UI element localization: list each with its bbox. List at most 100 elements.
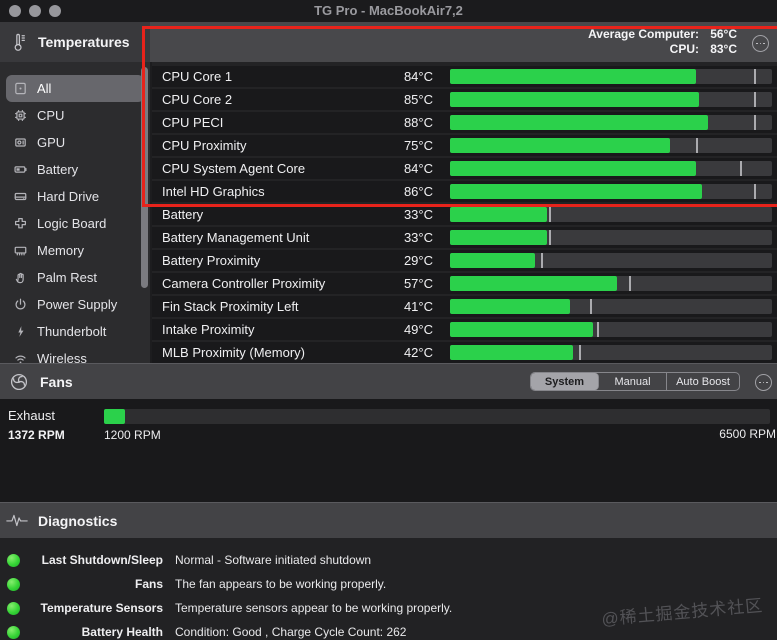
sensor-name: Fin Stack Proximity Left bbox=[162, 299, 299, 314]
temp-row-battery-management-unit: Battery Management Unit 33°C bbox=[152, 227, 777, 248]
sidebar-item-label: Wireless bbox=[37, 351, 87, 363]
sidebar-item-label: Palm Rest bbox=[37, 270, 97, 285]
fans-panel: Fans System Manual Auto Boost Exhaust 1372… bbox=[0, 363, 777, 502]
temperature-bar bbox=[450, 161, 772, 176]
fan-icon bbox=[8, 371, 30, 393]
fan-mode-control: System Manual Auto Boost bbox=[530, 372, 740, 391]
sidebar-item-label: Logic Board bbox=[37, 216, 107, 231]
fan-speed-bar[interactable] bbox=[104, 409, 770, 424]
sidebar-item-hard-drive[interactable]: Hard Drive bbox=[6, 183, 144, 210]
fan-current-rpm: 1372 RPM bbox=[8, 428, 65, 442]
status-ok-indicator bbox=[7, 601, 20, 615]
temperature-max-marker bbox=[754, 92, 757, 107]
fan-name: Exhaust bbox=[8, 408, 55, 423]
temperatures-menu-button[interactable] bbox=[752, 35, 769, 52]
diagnostic-label: Last Shutdown/Sleep bbox=[41, 553, 163, 567]
temperature-bar bbox=[450, 322, 772, 337]
sensor-name: CPU Core 1 bbox=[162, 69, 233, 84]
temperature-bar-fill bbox=[450, 299, 571, 314]
fan-mode-system[interactable]: System bbox=[531, 373, 599, 390]
sensor-temperature: 84°C bbox=[403, 69, 433, 84]
pulse-icon bbox=[6, 510, 28, 532]
temperature-max-marker bbox=[590, 299, 593, 314]
temp-row-battery: Battery 33°C bbox=[152, 204, 777, 225]
temperature-bar bbox=[450, 92, 772, 107]
sensor-temperature: 57°C bbox=[403, 276, 433, 291]
temp-row-intel-hd-graphics: Intel HD Graphics 86°C bbox=[152, 181, 777, 202]
sensor-name: Battery Management Unit bbox=[162, 230, 310, 245]
temperature-max-marker bbox=[578, 345, 581, 360]
temperature-bar-fill bbox=[450, 345, 573, 360]
fan-min-rpm: 1200 RPM bbox=[104, 428, 161, 442]
sidebar-scrollbar[interactable] bbox=[141, 67, 148, 288]
temperature-bar-fill bbox=[450, 69, 696, 84]
power-icon bbox=[12, 297, 28, 313]
fan-mode-manual[interactable]: Manual bbox=[599, 373, 667, 390]
status-ok-indicator bbox=[7, 625, 20, 639]
temperature-bar-fill bbox=[450, 276, 617, 291]
titlebar: TG Pro - MacBookAir7,2 bbox=[0, 0, 777, 22]
sidebar-item-palm-rest[interactable]: Palm Rest bbox=[6, 264, 144, 291]
sensor-name: Battery Proximity bbox=[162, 253, 261, 268]
temperature-bar bbox=[450, 276, 772, 291]
sensor-name: Camera Controller Proximity bbox=[162, 276, 326, 291]
diagnostic-row-fans: Fans The fan appears to be working proper… bbox=[0, 572, 777, 596]
sidebar-item-label: Hard Drive bbox=[37, 189, 100, 204]
temperature-bar bbox=[450, 230, 772, 245]
sensor-name: CPU System Agent Core bbox=[162, 161, 306, 176]
thunderbolt-icon bbox=[12, 324, 28, 340]
sidebar-item-label: Thunderbolt bbox=[37, 324, 107, 339]
temperatures-header: Temperatures Average Computer: 56°C CPU: 8… bbox=[0, 22, 777, 62]
sidebar-item-memory[interactable]: Memory bbox=[6, 237, 144, 264]
sidebar-item-label: All bbox=[37, 81, 52, 96]
sensor-temperature: 85°C bbox=[403, 92, 433, 107]
battery-icon bbox=[12, 162, 28, 178]
temperature-max-marker bbox=[754, 184, 757, 199]
hard-drive-icon bbox=[12, 189, 28, 205]
sidebar-item-gpu[interactable]: GPU bbox=[6, 129, 144, 156]
temp-row-cpu-core-1: CPU Core 1 84°C bbox=[152, 66, 777, 87]
sidebar-item-battery[interactable]: Battery bbox=[6, 156, 144, 183]
temp-row-camera-controller-proximity: Camera Controller Proximity 57°C bbox=[152, 273, 777, 294]
fan-speed-fill bbox=[104, 409, 126, 424]
temperatures-panel: Temperatures Average Computer: 56°C CPU: 8… bbox=[0, 22, 777, 363]
temperature-max-marker bbox=[754, 69, 757, 84]
sidebar-item-logic-board[interactable]: Logic Board bbox=[6, 210, 144, 237]
list-badge-icon bbox=[12, 81, 28, 97]
sensor-sidebar: All CPU GPU Battery Hard Drive Logic Board Mem… bbox=[0, 62, 150, 363]
sensor-temperature: 33°C bbox=[403, 207, 433, 222]
temperature-bar-fill bbox=[450, 92, 699, 107]
minimize-button[interactable] bbox=[29, 5, 41, 17]
fan-mode-auto-boost[interactable]: Auto Boost bbox=[676, 375, 730, 388]
sensor-name: CPU Core 2 bbox=[162, 92, 233, 107]
sidebar-item-power-supply[interactable]: Power Supply bbox=[6, 291, 144, 318]
logic-board-icon bbox=[12, 216, 28, 232]
diagnostic-value: Condition: Good , Charge Cycle Count: 26… bbox=[175, 625, 407, 639]
diagnostic-label: Battery Health bbox=[81, 625, 163, 639]
temperature-bar bbox=[450, 184, 772, 199]
maximize-button[interactable] bbox=[49, 5, 61, 17]
close-button[interactable] bbox=[9, 5, 21, 17]
sidebar-item-wireless[interactable]: Wireless bbox=[6, 345, 144, 363]
fans-menu-button[interactable] bbox=[755, 374, 772, 391]
sidebar-item-all[interactable]: All bbox=[6, 75, 144, 102]
sidebar-item-label: CPU bbox=[37, 108, 65, 123]
temperature-max-marker bbox=[739, 161, 742, 176]
sidebar-item-label: Memory bbox=[37, 243, 84, 258]
cpu-chip-icon bbox=[12, 108, 28, 124]
sidebar-item-thunderbolt[interactable]: Thunderbolt bbox=[6, 318, 144, 345]
diagnostic-label: Temperature Sensors bbox=[40, 601, 164, 615]
avg-computer-value: 56°C bbox=[710, 27, 737, 41]
temperature-bar bbox=[450, 345, 772, 360]
temp-row-battery-proximity: Battery Proximity 29°C bbox=[152, 250, 777, 271]
diagnostic-value: Normal - Software initiated shutdown bbox=[175, 553, 372, 567]
temperatures-title: Temperatures bbox=[38, 34, 130, 50]
sensor-temperature: 88°C bbox=[403, 115, 433, 130]
temperature-bar-fill bbox=[450, 207, 547, 222]
temperature-bar-fill bbox=[450, 230, 547, 245]
sidebar-item-cpu[interactable]: CPU bbox=[6, 102, 144, 129]
sensor-name: Intake Proximity bbox=[162, 322, 255, 337]
temperature-bar-fill bbox=[450, 161, 696, 176]
diagnostic-row-battery-health: Battery Health Condition: Good , Charge C… bbox=[0, 620, 777, 640]
